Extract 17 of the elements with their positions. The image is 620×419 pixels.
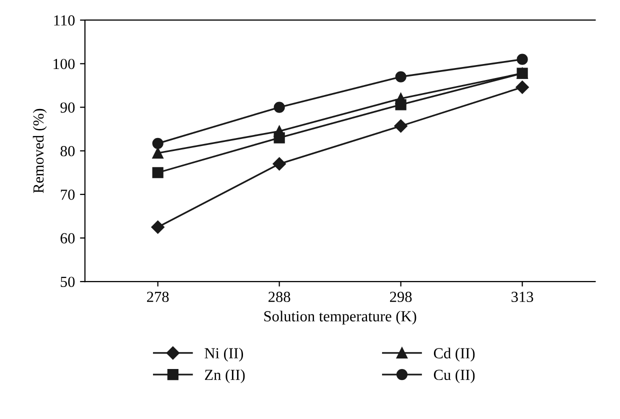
y-tick-label: 70 <box>60 190 75 200</box>
x-tick-label: 313 <box>512 292 534 302</box>
x-axis-title: Solution temperature (K) <box>264 310 416 325</box>
x-tick-label: 298 <box>390 292 412 302</box>
y-tick-label: 80 <box>60 146 75 156</box>
x-tick-label: 288 <box>268 292 290 302</box>
y-tick-label: 110 <box>54 15 75 26</box>
legend-label: Zn (II) <box>204 369 245 384</box>
y-tick-label: 100 <box>54 58 75 70</box>
legend-label: Ni (II) <box>204 348 244 362</box>
y-axis-title: Removed (%) <box>32 108 47 194</box>
legend-label: Cd (II) <box>434 348 475 362</box>
y-tick-label: 60 <box>60 233 75 244</box>
y-tick-label: 90 <box>60 102 75 113</box>
legend-label: Cu (II) <box>434 369 475 384</box>
y-tick-label: 50 <box>60 276 75 288</box>
x-tick-label: 278 <box>147 292 169 302</box>
